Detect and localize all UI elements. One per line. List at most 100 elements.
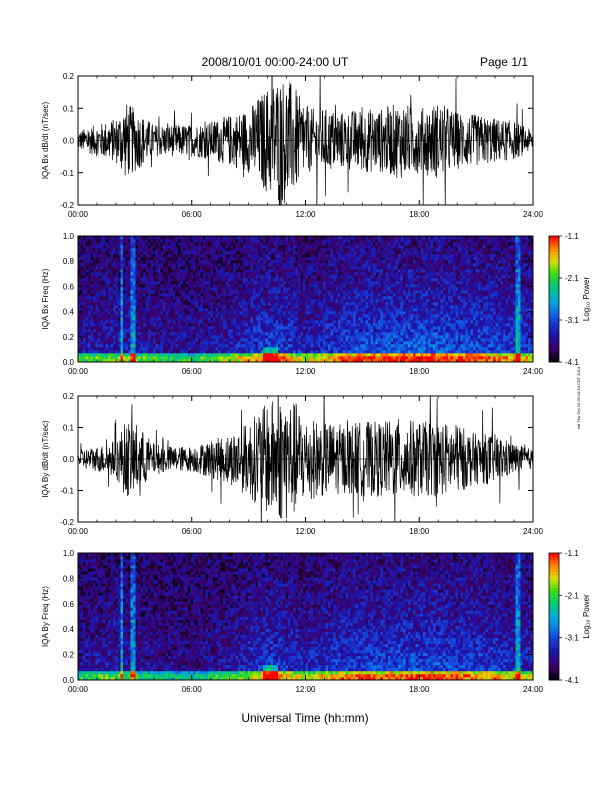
heatmap-cell — [78, 266, 81, 270]
heatmap-cell — [313, 359, 316, 362]
heatmap-cell — [218, 248, 221, 252]
heatmap-cell — [285, 326, 289, 330]
heatmap-cell — [360, 284, 364, 288]
heatmap-cell — [368, 329, 371, 333]
heatmap-cell — [283, 281, 286, 285]
heatmap-cell — [313, 338, 316, 342]
heatmap-cell — [333, 245, 336, 249]
heatmap-cell — [363, 359, 366, 362]
heatmap-cell — [283, 284, 286, 288]
heatmap-cell — [205, 317, 209, 321]
heatmap-cell — [300, 272, 304, 276]
heatmap-cell — [90, 281, 94, 285]
heatmap-cell — [143, 269, 146, 273]
heatmap-cell — [278, 302, 281, 306]
heatmap-cell — [145, 263, 149, 267]
heatmap-cell — [260, 311, 264, 315]
heatmap-cell — [235, 341, 239, 345]
heatmap-cell — [283, 272, 286, 276]
heatmap-cell — [290, 275, 294, 279]
heatmap-cell — [203, 260, 206, 264]
heatmap-cell — [88, 341, 91, 345]
heatmap-cell — [253, 314, 256, 318]
heatmap-cell — [220, 305, 224, 309]
heatmap-cell — [278, 323, 281, 327]
heatmap-cell — [328, 269, 331, 273]
heatmap-cell — [338, 290, 341, 294]
heatmap-cell — [288, 263, 291, 267]
heatmap-cell — [280, 257, 284, 261]
heatmap-cell — [158, 263, 161, 267]
heatmap-cell — [250, 245, 254, 249]
heatmap-cell — [328, 236, 331, 240]
heatmap-cell — [325, 290, 329, 294]
heatmap-cell — [198, 332, 201, 336]
heatmap-cell — [98, 269, 101, 273]
heatmap-cell — [338, 329, 341, 333]
heatmap-cell — [223, 359, 226, 362]
heatmap-cell — [295, 323, 299, 327]
heatmap-cell — [223, 263, 226, 267]
heatmap-cell — [225, 239, 229, 243]
heatmap-cell — [328, 317, 331, 321]
heatmap-cell — [98, 260, 101, 264]
heatmap-cell — [273, 347, 276, 351]
heatmap-cell — [110, 287, 114, 291]
heatmap-cell — [365, 293, 369, 297]
heatmap-cell — [185, 278, 189, 282]
heatmap-cell — [175, 248, 179, 252]
heatmap-cell — [358, 332, 361, 336]
heatmap-cell — [275, 326, 279, 330]
heatmap-cell — [320, 308, 324, 312]
heatmap-cell — [180, 293, 184, 297]
heatmap-cell — [100, 278, 104, 282]
heatmap-cell — [213, 359, 216, 362]
heatmap-cell — [295, 251, 299, 255]
heatmap-cell — [100, 356, 104, 360]
heatmap-cell — [280, 359, 284, 362]
heatmap-cell — [160, 344, 164, 348]
heatmap-cell — [135, 281, 139, 285]
heatmap-cell — [173, 341, 176, 345]
heatmap-cell — [275, 356, 279, 360]
heatmap-cell — [178, 314, 181, 318]
heatmap-cell — [230, 320, 234, 324]
heatmap-cell — [123, 257, 126, 261]
heatmap-cell — [243, 353, 246, 357]
heatmap-cell — [118, 302, 121, 306]
heatmap-cell — [313, 356, 316, 360]
heatmap-cell — [353, 266, 356, 270]
heatmap-cell — [88, 236, 91, 240]
heatmap-cell — [193, 257, 196, 261]
heatmap-cell — [270, 296, 274, 300]
heatmap-cell — [88, 353, 91, 357]
heatmap-cell — [305, 341, 309, 345]
heatmap-cell — [170, 338, 174, 342]
heatmap-cell — [165, 275, 169, 279]
heatmap-cell — [348, 308, 351, 312]
heatmap-cell — [175, 341, 179, 345]
heatmap-cell — [260, 290, 264, 294]
heatmap-cell — [343, 254, 346, 258]
heatmap-cell — [153, 272, 156, 276]
heatmap-cell — [223, 272, 226, 276]
heatmap-cell — [98, 359, 101, 362]
heatmap-cell — [225, 320, 229, 324]
heatmap-cell — [355, 356, 359, 360]
heatmap-cell — [238, 257, 241, 261]
heatmap-cell — [150, 245, 154, 249]
heatmap-cell — [190, 257, 194, 261]
heatmap-cell — [118, 356, 121, 360]
heatmap-cell — [293, 341, 296, 345]
heatmap-cell — [355, 335, 359, 339]
heatmap-cell — [150, 326, 154, 330]
heatmap-cell — [285, 308, 289, 312]
heatmap-cell — [218, 353, 221, 357]
heatmap-cell — [325, 296, 329, 300]
heatmap-cell — [138, 287, 141, 291]
heatmap-cell — [130, 323, 134, 327]
heatmap-cell — [98, 281, 101, 285]
heatmap-cell — [228, 269, 231, 273]
heatmap-cell — [173, 308, 176, 312]
heatmap-cell — [203, 344, 206, 348]
